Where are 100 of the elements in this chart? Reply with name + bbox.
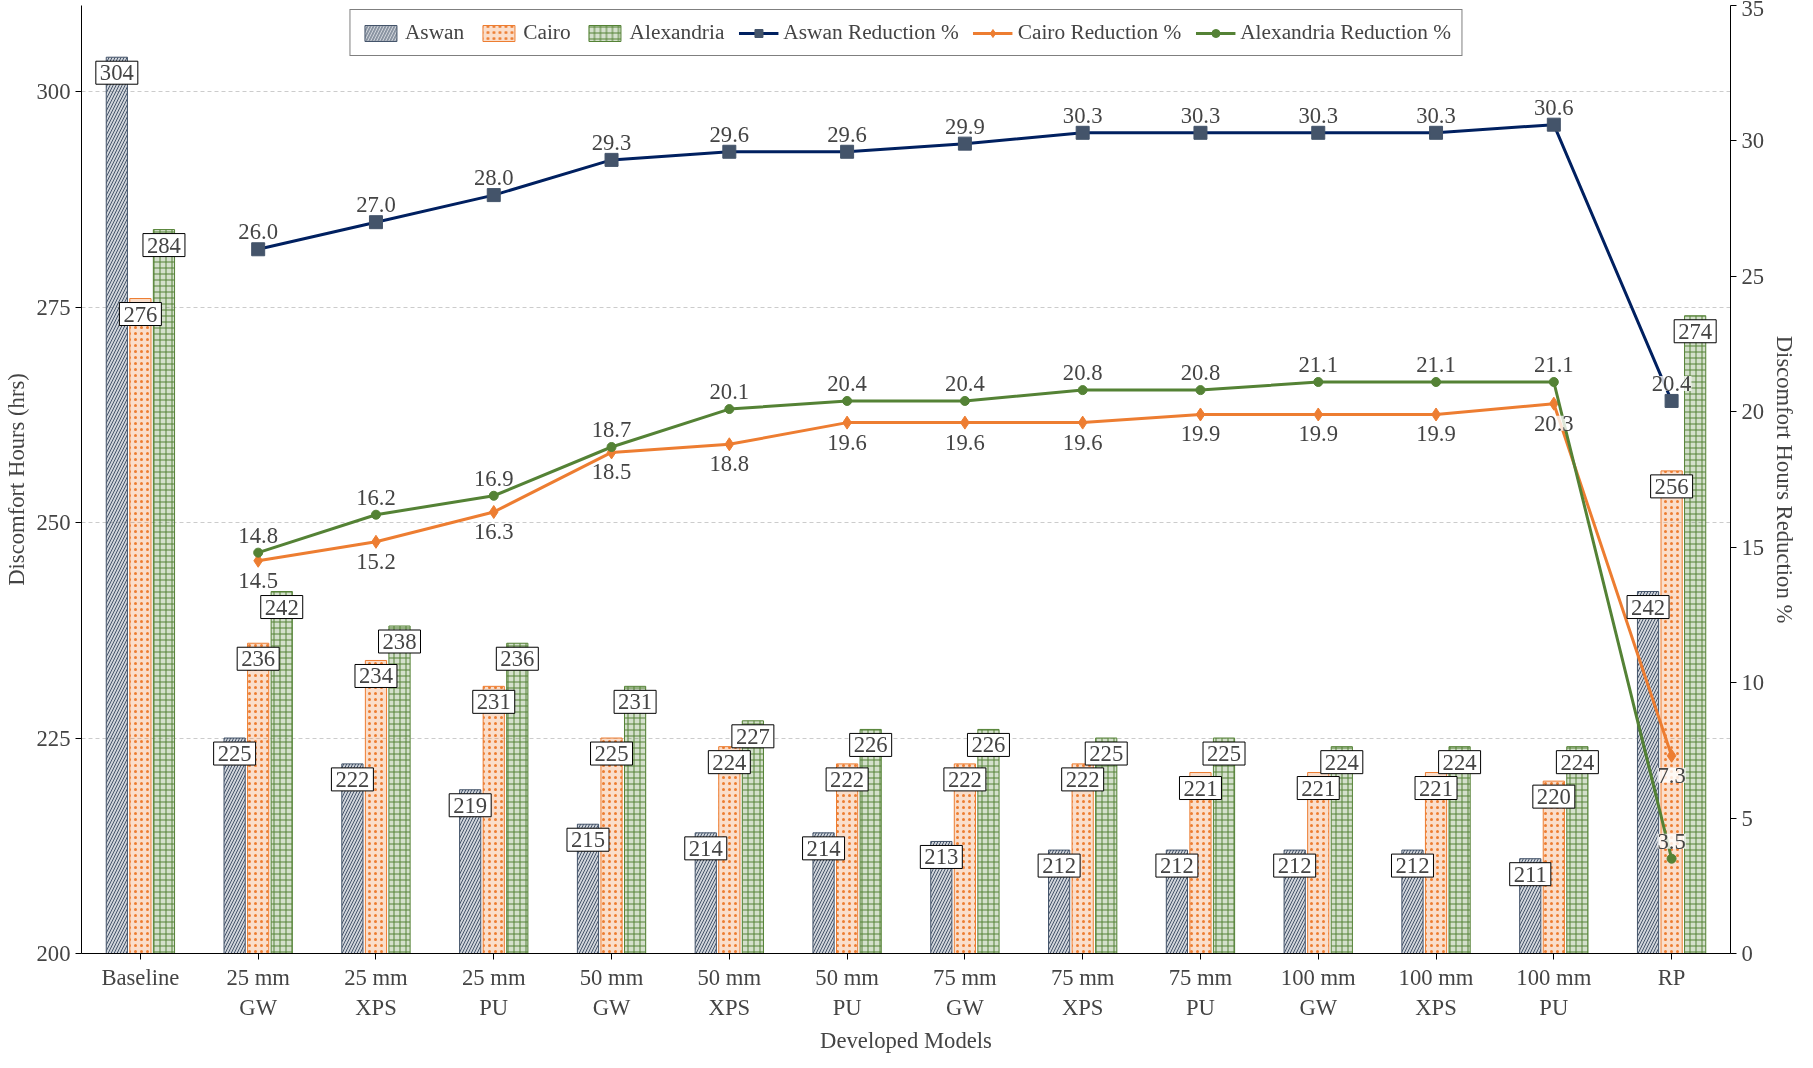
- data-label: 19.6: [827, 429, 867, 455]
- data-label: 19.6: [1062, 429, 1103, 455]
- y-axis-title: Discomfort Hours (hrs): [3, 373, 29, 586]
- point: [1548, 377, 1559, 387]
- legend-label: Cairo: [523, 20, 571, 45]
- data-label: 274: [1678, 318, 1713, 344]
- x-tick-label: 75 mm GW: [933, 964, 998, 1020]
- y-tick-label: 275: [36, 294, 71, 320]
- data-label: 242: [1631, 594, 1666, 620]
- data-label: 3.5: [1657, 828, 1686, 854]
- data-label: 30.3: [1416, 102, 1456, 128]
- data-label: 30.3: [1062, 102, 1103, 128]
- point: [253, 547, 264, 558]
- legend-label: Alexandria: [629, 20, 725, 45]
- x-tick-label: 50 mm XPS: [697, 964, 762, 1020]
- data-label: 19.9: [1180, 421, 1221, 447]
- data-label: 20.1: [709, 379, 750, 405]
- data-label: 224: [1560, 749, 1595, 775]
- data-label: 225: [1089, 741, 1124, 767]
- y2-tick-label: 10: [1741, 670, 1765, 696]
- data-label: 213: [924, 844, 959, 870]
- data-label: 242: [264, 594, 299, 620]
- data-label: 21.1: [1534, 351, 1574, 377]
- data-label: 214: [688, 835, 723, 861]
- x-tick-label: 75 mm PU: [1168, 964, 1233, 1020]
- point: [724, 437, 735, 452]
- data-label: 226: [853, 732, 888, 758]
- data-label: 20.4: [945, 370, 985, 396]
- data-label: 18.7: [591, 417, 632, 442]
- y2-tick-label: 15: [1741, 534, 1765, 560]
- data-label: 215: [570, 827, 605, 853]
- data-label: 220: [1536, 784, 1571, 810]
- point: [724, 404, 735, 415]
- y2-tick-label: 25: [1741, 263, 1765, 289]
- point: [1431, 377, 1442, 387]
- data-label: 256: [1654, 473, 1689, 499]
- data-label: 16.9: [473, 465, 514, 491]
- data-label: 276: [123, 301, 158, 327]
- x-tick-label: RP: [1657, 964, 1686, 990]
- data-label: 221: [1183, 775, 1218, 801]
- data-label: 20.4: [827, 370, 867, 396]
- data-label: 304: [99, 60, 134, 86]
- y2-tick-label: 30: [1741, 128, 1765, 154]
- data-label: 26.0: [238, 219, 279, 245]
- data-label: 19.6: [945, 429, 985, 455]
- data-label: 18.5: [591, 459, 632, 485]
- data-label: 212: [1277, 853, 1312, 879]
- data-label: 15.2: [356, 548, 396, 574]
- point: [1195, 385, 1206, 396]
- point: [1077, 415, 1088, 430]
- data-label: 222: [335, 766, 370, 792]
- data-label: 211: [1513, 861, 1547, 887]
- data-label: 236: [241, 646, 276, 672]
- data-label: 21.1: [1298, 351, 1339, 377]
- data-label: 16.2: [356, 484, 396, 510]
- data-label: 222: [830, 766, 865, 792]
- point: [606, 442, 617, 452]
- data-label: 219: [453, 792, 488, 818]
- point: [1313, 407, 1324, 422]
- x-tick-label: 25 mm XPS: [344, 964, 409, 1020]
- data-label: 225: [1207, 741, 1242, 767]
- point: [370, 509, 381, 520]
- data-label: 238: [382, 629, 417, 655]
- data-label: 212: [1159, 853, 1194, 879]
- y2-tick-label: 5: [1741, 805, 1753, 831]
- data-label: 284: [146, 232, 181, 258]
- data-label: 20.4: [1651, 370, 1692, 396]
- point: [1666, 748, 1677, 763]
- legend-label: Aswan Reduction %: [783, 20, 959, 45]
- y2-axis-title: Discomfort Hours Reduction %: [1772, 335, 1798, 624]
- point: [488, 505, 499, 519]
- data-label: 222: [1065, 766, 1100, 792]
- data-label: 231: [618, 689, 653, 715]
- data-label: 221: [1301, 775, 1336, 801]
- y-tick-label: 300: [36, 79, 71, 105]
- data-label: 224: [1324, 749, 1359, 775]
- data-label: 19.9: [1298, 421, 1339, 447]
- data-label: 29.3: [591, 129, 632, 155]
- data-label: 14.8: [238, 522, 279, 548]
- point: [1548, 396, 1559, 411]
- y2-tick-label: 0: [1741, 941, 1753, 966]
- data-label: 225: [594, 741, 629, 767]
- data-label: 19.9: [1416, 421, 1456, 447]
- x-tick-label: Baseline: [101, 964, 180, 990]
- point: [842, 395, 853, 406]
- x-tick-label: 50 mm GW: [579, 964, 644, 1020]
- data-label: 231: [476, 689, 511, 715]
- data-label: 29.6: [709, 121, 750, 147]
- data-label: 221: [1419, 775, 1454, 801]
- data-label: 212: [1042, 853, 1077, 879]
- data-label: 212: [1395, 853, 1430, 879]
- data-label: 225: [217, 741, 252, 767]
- data-label: 20.3: [1534, 410, 1574, 436]
- data-label: 214: [806, 835, 841, 861]
- x-tick-label: 25 mm PU: [461, 964, 526, 1020]
- y-tick-label: 200: [36, 941, 71, 966]
- x-axis-title: Developed Models: [820, 1027, 992, 1053]
- data-label: 29.6: [827, 121, 867, 147]
- data-label: 234: [358, 663, 393, 689]
- data-label: 20.8: [1180, 360, 1221, 386]
